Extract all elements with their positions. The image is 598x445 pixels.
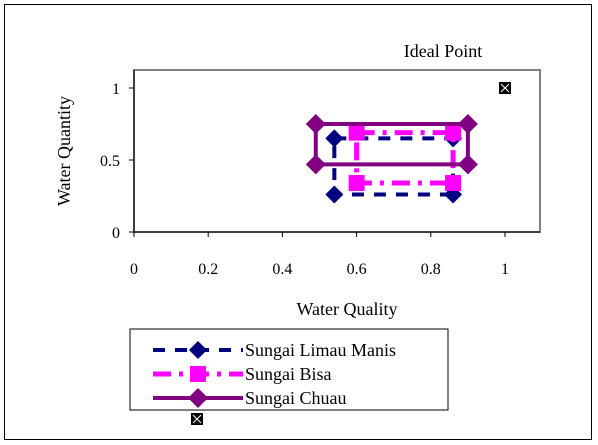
- data-point: [348, 124, 365, 141]
- chart-frame: [4, 4, 592, 440]
- plot-area: [133, 69, 541, 233]
- series-1: [348, 124, 462, 192]
- legend-swatch-marker: [189, 341, 207, 359]
- data-point: [457, 114, 478, 134]
- data-point: [445, 124, 462, 141]
- series-2: [305, 114, 478, 175]
- x-tick-label: 0.6: [347, 261, 367, 278]
- legend-ideal-point-cross: [192, 414, 202, 424]
- x-tick-label: 0.8: [421, 261, 441, 278]
- x-tick-label: 0.2: [198, 261, 218, 278]
- legend-swatch-marker: [188, 388, 208, 408]
- axes: 0 0.2 0.4 0.6 0.8 1 0 0.5 1: [100, 70, 540, 278]
- data-point: [305, 114, 326, 134]
- data-point: [325, 185, 344, 204]
- x-tick-label: 0: [130, 261, 138, 278]
- y-tick-label: 0.5: [100, 153, 120, 170]
- legend-item: Sungai Bisa: [153, 364, 332, 384]
- legend-label: Sungai Limau Manis: [245, 340, 396, 360]
- data-point: [457, 154, 478, 175]
- y-tick-label: 0: [112, 225, 120, 242]
- data-point: [445, 175, 462, 192]
- legend-label: Sungai Chuau: [245, 388, 347, 408]
- ideal-point-layer: [499, 82, 511, 94]
- ideal-point-cross: [500, 83, 510, 93]
- legend: Sungai Limau Manis Sungai Bisa Sungai Chua…: [153, 340, 396, 425]
- legend-swatch-marker: [190, 366, 206, 382]
- series-layer: [305, 114, 478, 204]
- series-line: [332, 136, 456, 197]
- x-tick-label: 1: [501, 261, 509, 278]
- legend-item: Sungai Limau Manis: [153, 340, 396, 360]
- y-axis-label: Water Quantity: [54, 96, 74, 206]
- legend-label: Sungai Bisa: [245, 364, 332, 384]
- x-tick-label: 0.4: [272, 261, 292, 278]
- data-point: [305, 154, 326, 175]
- data-point: [325, 129, 344, 148]
- legend-item: Sungai Chuau: [153, 388, 347, 408]
- data-point: [348, 175, 365, 192]
- series-line: [354, 130, 456, 186]
- ideal-point-annotation: Ideal Point: [404, 41, 483, 61]
- x-axis-label: Water Quality: [296, 299, 397, 319]
- y-tick-label: 1: [112, 81, 120, 98]
